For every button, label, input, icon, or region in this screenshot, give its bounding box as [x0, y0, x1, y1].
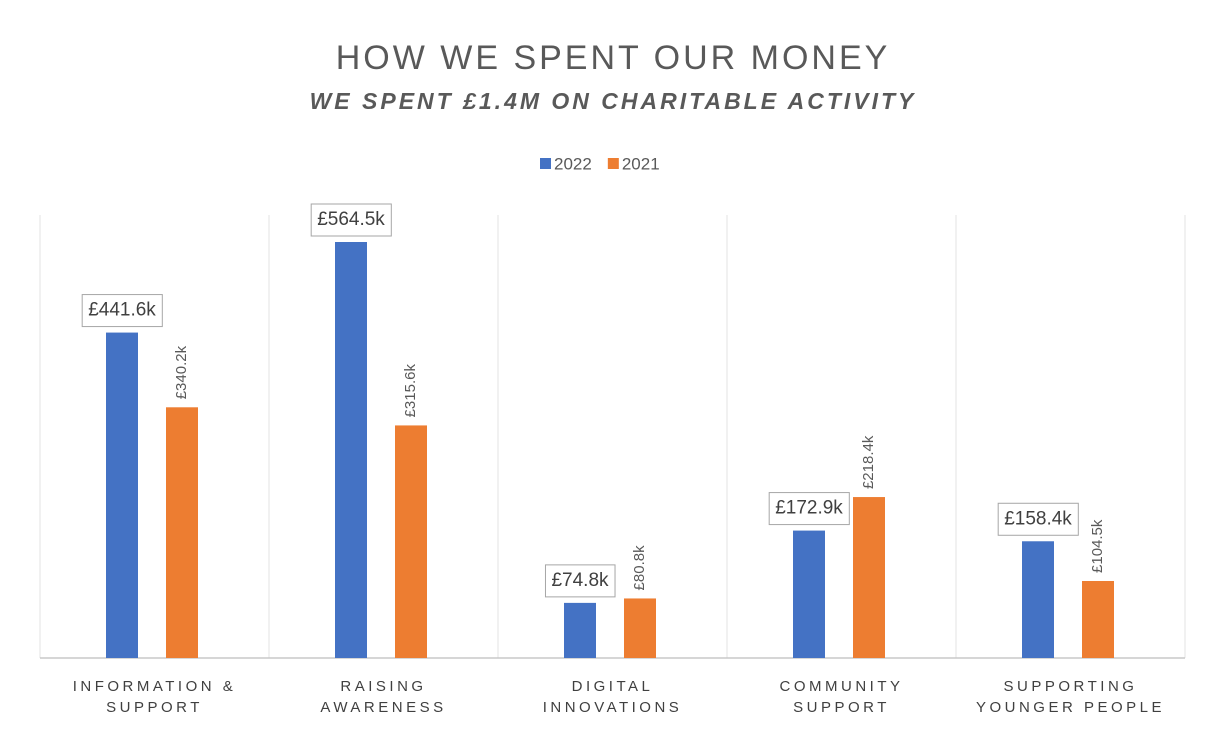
data-label-box — [997, 502, 1079, 536]
legend-swatch — [540, 158, 551, 169]
bar — [335, 242, 367, 658]
data-label-box — [544, 564, 616, 598]
bar — [395, 425, 427, 658]
chart-subtitle: WE SPENT £1.4M ON CHARITABLE ACTIVITY — [310, 88, 917, 114]
bar — [166, 407, 198, 658]
x-tick-label: DIGITAL INNOVATIONS — [542, 678, 683, 716]
legend-label: 2022 — [554, 154, 592, 173]
data-label: £172.9k — [775, 498, 843, 519]
data-label: £315.6k — [402, 364, 419, 418]
data-label-box — [81, 294, 163, 328]
legend-label: 2021 — [622, 154, 660, 173]
data-label: £104.5k — [1089, 519, 1106, 573]
data-label: £218.4k — [860, 435, 877, 489]
bar — [793, 530, 825, 658]
data-label: £74.8k — [551, 570, 609, 591]
x-tick-label: COMMUNITY SUPPORT — [779, 678, 904, 716]
bar — [853, 497, 885, 658]
bar — [1082, 580, 1114, 658]
data-label: £441.6k — [88, 300, 156, 321]
data-label: £340.2k — [173, 345, 190, 399]
x-tick-label: RAISING AWARENESS — [320, 678, 447, 716]
data-label: £564.5k — [317, 209, 385, 230]
bar — [106, 332, 138, 658]
x-tick-label: INFORMATION & SUPPORT — [72, 678, 237, 716]
data-label: £80.8k — [631, 545, 648, 591]
data-label: £158.4k — [1004, 508, 1072, 529]
x-tick-label: SUPPORTING YOUNGER PEOPLE — [975, 678, 1166, 716]
bar — [624, 598, 656, 658]
bar — [1022, 541, 1054, 658]
bar — [564, 602, 596, 658]
chart-title: HOW WE SPENT OUR MONEY — [336, 39, 891, 77]
legend-swatch — [607, 158, 619, 169]
data-label-box — [768, 492, 850, 526]
data-label-box — [310, 203, 392, 237]
